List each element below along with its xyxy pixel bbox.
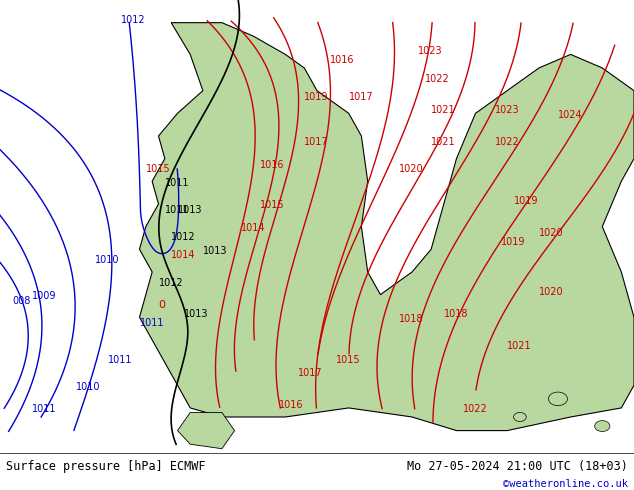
Text: 1016: 1016 bbox=[330, 55, 354, 66]
Text: 1022: 1022 bbox=[425, 74, 450, 84]
Text: 1016: 1016 bbox=[279, 400, 304, 410]
Text: 1023: 1023 bbox=[418, 47, 443, 56]
Text: 1012: 1012 bbox=[171, 232, 196, 242]
Text: 1022: 1022 bbox=[463, 404, 488, 415]
Text: ©weatheronline.co.uk: ©weatheronline.co.uk bbox=[503, 480, 628, 490]
Text: 1010: 1010 bbox=[95, 255, 120, 265]
Text: 1019: 1019 bbox=[304, 92, 329, 102]
Text: 1020: 1020 bbox=[539, 287, 564, 296]
Text: 1017: 1017 bbox=[349, 92, 373, 102]
Text: 1023: 1023 bbox=[495, 105, 519, 115]
Text: 1021: 1021 bbox=[431, 137, 456, 147]
Text: 1010: 1010 bbox=[76, 382, 101, 392]
Circle shape bbox=[514, 413, 526, 421]
Text: 1012: 1012 bbox=[158, 277, 183, 288]
Text: 1013: 1013 bbox=[184, 309, 209, 319]
Text: 1021: 1021 bbox=[507, 341, 532, 351]
Text: 1013: 1013 bbox=[178, 205, 202, 215]
Text: Surface pressure [hPa] ECMWF: Surface pressure [hPa] ECMWF bbox=[6, 460, 206, 473]
Text: 1020: 1020 bbox=[399, 164, 424, 174]
Text: 1022: 1022 bbox=[495, 137, 519, 147]
Text: 1015: 1015 bbox=[146, 164, 171, 174]
Text: 1018: 1018 bbox=[399, 314, 424, 324]
Text: 1015: 1015 bbox=[260, 200, 285, 211]
Text: 1011: 1011 bbox=[32, 404, 56, 415]
Text: 1012: 1012 bbox=[120, 15, 145, 24]
Polygon shape bbox=[139, 23, 634, 431]
Text: Mo 27-05-2024 21:00 UTC (18+03): Mo 27-05-2024 21:00 UTC (18+03) bbox=[407, 460, 628, 473]
Text: 1014: 1014 bbox=[241, 223, 266, 233]
Text: 1013: 1013 bbox=[203, 246, 228, 256]
Text: 1011: 1011 bbox=[165, 178, 190, 188]
Text: 1017: 1017 bbox=[298, 368, 323, 378]
Polygon shape bbox=[178, 413, 235, 449]
Text: 1021: 1021 bbox=[431, 105, 456, 115]
Text: 1011: 1011 bbox=[108, 355, 133, 365]
Text: 1019: 1019 bbox=[501, 237, 526, 247]
Text: 1015: 1015 bbox=[336, 355, 361, 365]
Circle shape bbox=[595, 420, 610, 432]
Text: 1017: 1017 bbox=[304, 137, 329, 147]
Text: 1020: 1020 bbox=[539, 228, 564, 238]
Text: 1014: 1014 bbox=[171, 250, 196, 260]
Text: 1018: 1018 bbox=[444, 309, 469, 319]
Text: 1009: 1009 bbox=[32, 291, 56, 301]
Text: 008: 008 bbox=[13, 295, 31, 306]
Text: 1011: 1011 bbox=[165, 205, 190, 215]
Text: 1016: 1016 bbox=[260, 160, 285, 170]
Text: 1011: 1011 bbox=[139, 318, 164, 328]
Text: 1019: 1019 bbox=[514, 196, 538, 206]
Text: 0: 0 bbox=[158, 300, 165, 310]
Text: 1024: 1024 bbox=[558, 110, 583, 120]
Circle shape bbox=[548, 392, 567, 406]
